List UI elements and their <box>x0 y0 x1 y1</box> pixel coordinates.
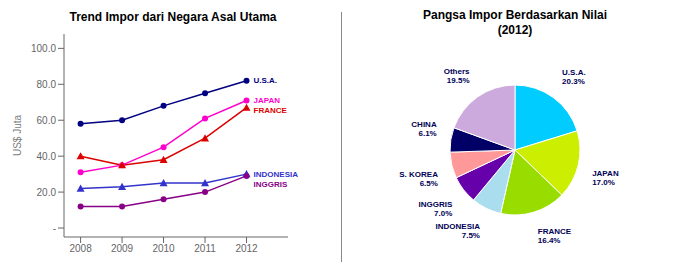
html-text:Pangsa Impor Berdasarkan Nilai: Pangsa Impor Berdasarkan Nilai (2012) <box>423 8 607 37</box>
svg-text:FRANCE16.4%: FRANCE16.4% <box>538 227 572 245</box>
svg-text:60.0: 60.0 <box>37 115 57 126</box>
svg-text:JAPAN17.0%: JAPAN17.0% <box>592 169 619 187</box>
svg-text:FRANCE: FRANCE <box>254 106 288 115</box>
html-text:Trend Impor dari Negara Asal U: Trend Impor dari Negara Asal Utama <box>69 10 277 24</box>
svg-text:INDONESIA: INDONESIA <box>254 170 299 179</box>
svg-text:Others19.5%: Others19.5% <box>444 67 470 85</box>
svg-text:U.S.A.: U.S.A. <box>254 76 278 85</box>
svg-text:20.0: 20.0 <box>37 187 57 198</box>
svg-text:100.0: 100.0 <box>31 43 56 54</box>
svg-text:CHINA6.1%: CHINA6.1% <box>411 120 437 138</box>
svg-text:2012: 2012 <box>235 243 258 254</box>
svg-text:US$ Juta: US$ Juta <box>12 114 23 156</box>
svg-text:INGGRIS: INGGRIS <box>254 180 288 189</box>
svg-text:U.S.A.20.3%: U.S.A.20.3% <box>562 68 586 86</box>
svg-text:2010: 2010 <box>152 243 175 254</box>
svg-text:-: - <box>53 223 56 234</box>
svg-text:S. KOREA6.5%: S. KOREA6.5% <box>399 170 438 188</box>
svg-text:INDONESIA7.5%: INDONESIA7.5% <box>436 222 481 240</box>
svg-text:2009: 2009 <box>111 243 134 254</box>
svg-text:2011: 2011 <box>194 243 216 254</box>
svg-text:JAPAN: JAPAN <box>254 96 281 105</box>
svg-text:40.0: 40.0 <box>37 151 57 162</box>
svg-text:2008: 2008 <box>69 243 92 254</box>
svg-text:80.0: 80.0 <box>37 79 57 90</box>
svg-text:INGGRIS7.0%: INGGRIS7.0% <box>419 200 453 218</box>
